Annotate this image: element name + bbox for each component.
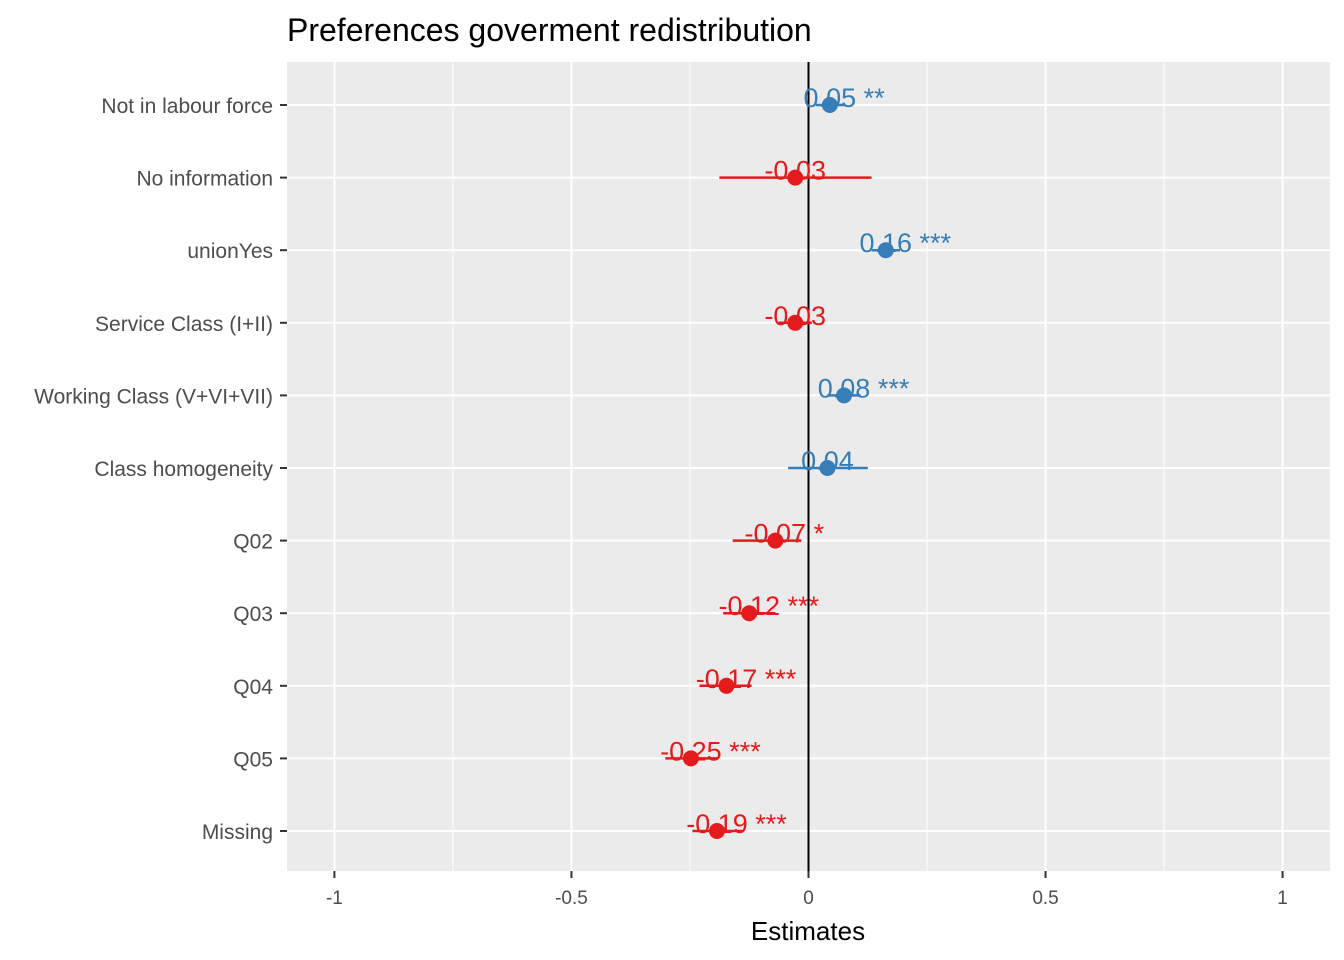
estimate-point <box>741 605 758 622</box>
estimate-label: 0.04 <box>801 446 854 476</box>
estimate-label: 0.05 ** <box>804 83 886 113</box>
x-tick-label: 0 <box>803 888 814 909</box>
minor-gridlines <box>452 62 1165 871</box>
x-tick-label: -0.5 <box>555 888 588 909</box>
estimate-point <box>767 532 784 549</box>
estimate-point <box>787 169 804 186</box>
y-label: Not in labour force <box>101 95 273 118</box>
x-tick-label: 0.5 <box>1032 888 1058 909</box>
estimate-label: -0.07 * <box>745 519 825 549</box>
estimate-marks: 0.05 ** -0.03 0.16 *** -0.03 0.08 *** 0.04 -0.… <box>660 83 952 839</box>
y-label: Missing <box>202 821 273 844</box>
estimate-label: 0.08 *** <box>818 373 910 403</box>
y-label: Class homogeneity <box>94 458 273 481</box>
y-label: Q03 <box>233 603 273 626</box>
estimate-point <box>787 314 804 331</box>
estimate-label: -0.19 *** <box>686 809 787 839</box>
chart-title: Preferences goverment redistribution <box>287 12 812 48</box>
estimate-label: -0.03 <box>764 301 826 331</box>
y-label: Service Class (I+II) <box>95 313 273 336</box>
x-tick-label: -1 <box>326 888 343 909</box>
x-tick-label: 1 <box>1277 888 1288 909</box>
y-label: Q04 <box>233 676 273 699</box>
estimate-label: -0.17 *** <box>696 664 797 694</box>
estimate-point <box>682 750 699 767</box>
estimate-label: 0.16 *** <box>859 228 951 258</box>
estimate-point <box>821 97 838 113</box>
estimate-point <box>877 242 894 259</box>
estimate-label: -0.12 *** <box>718 591 819 621</box>
y-axis-ticks <box>280 104 287 832</box>
x-axis-tick-labels: -1 -0.5 0 0.5 1 <box>326 888 1288 909</box>
estimate-point <box>836 387 853 404</box>
estimate-point <box>718 677 735 694</box>
y-label: Q05 <box>233 748 273 771</box>
x-axis-title: Estimates <box>751 916 865 946</box>
y-label: unionYes <box>187 240 273 263</box>
x-axis-ticks <box>333 871 1284 878</box>
y-label: Working Class (V+VI+VII) <box>34 385 273 408</box>
y-axis-labels: Not in labour force No information unionYe… <box>34 95 273 844</box>
estimate-label: -0.03 <box>764 156 826 186</box>
y-label: Q02 <box>233 531 273 554</box>
estimate-point <box>819 460 836 476</box>
estimate-label: -0.25 *** <box>660 736 761 766</box>
estimate-point <box>709 823 726 839</box>
y-label: No information <box>136 168 273 191</box>
